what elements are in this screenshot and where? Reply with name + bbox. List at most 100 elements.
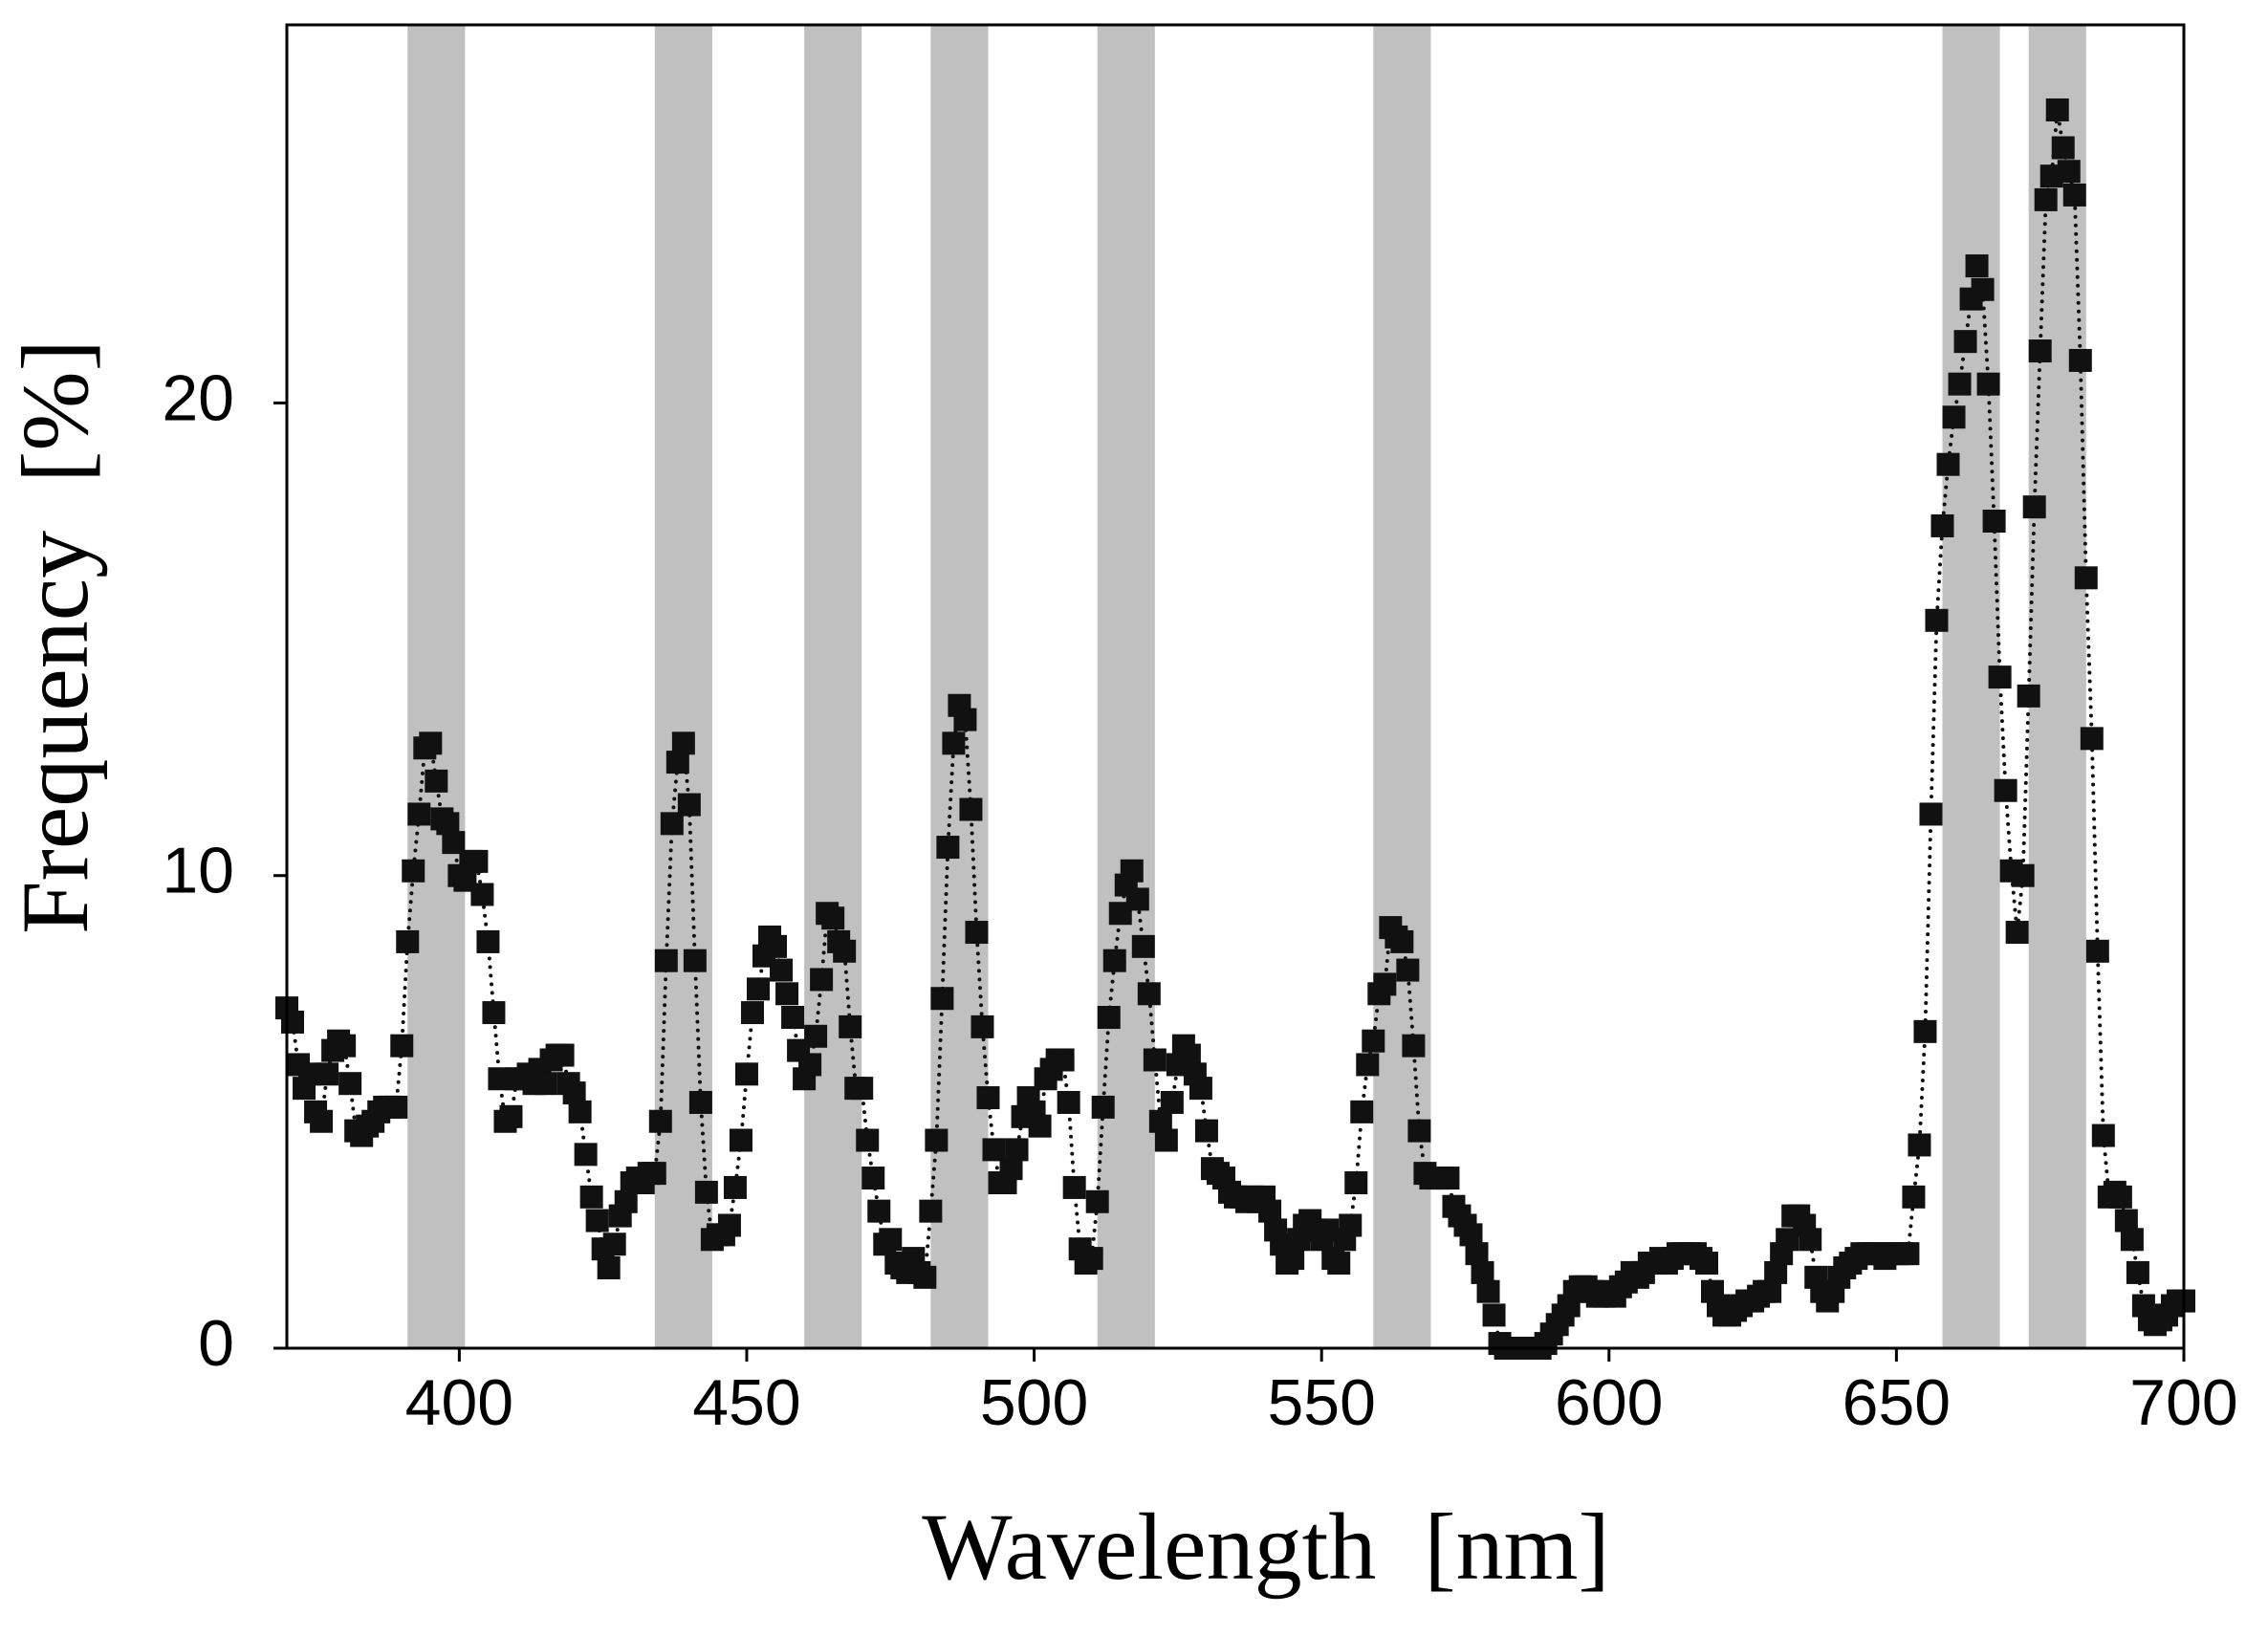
data-point (1028, 1114, 1052, 1138)
data-point (654, 949, 678, 972)
data-point (579, 1185, 603, 1209)
data-point (2028, 339, 2052, 363)
data-point (740, 1001, 764, 1025)
data-point (1137, 982, 1161, 1006)
data-point (1350, 1100, 1374, 1123)
data-point (2022, 495, 2046, 519)
data-point (970, 1014, 994, 1038)
data-point (839, 1014, 862, 1038)
data-point (746, 977, 770, 1001)
data-point (976, 1086, 1000, 1110)
data-point (1085, 1189, 1109, 1213)
plot-frame (285, 23, 2186, 1350)
x-tick-label: 650 (1843, 1366, 1951, 1439)
data-point (850, 1077, 874, 1101)
data-point (861, 1167, 885, 1190)
data-point (1189, 1077, 1212, 1101)
data-point (1062, 1175, 1086, 1199)
data-point (333, 1034, 357, 1058)
data-point (913, 1265, 937, 1289)
data-point (1373, 972, 1397, 996)
data-point (499, 1104, 523, 1128)
data-point (585, 1209, 609, 1232)
data-point (2011, 863, 2035, 887)
data-point (764, 934, 788, 958)
data-point (1965, 254, 1989, 278)
data-point (1982, 510, 2006, 533)
data-point (1930, 513, 1954, 537)
highlight-band (1373, 25, 1431, 1348)
data-point (1339, 1213, 1363, 1237)
data-point (930, 987, 954, 1011)
data-point (465, 849, 489, 873)
x-tick-label: 450 (692, 1366, 800, 1439)
data-point (470, 883, 494, 906)
data-point (1005, 1138, 1029, 1162)
data-point (419, 731, 443, 755)
y-tick-label: 0 (198, 1307, 234, 1380)
data-point (1436, 1167, 1460, 1190)
data-point (643, 1162, 666, 1186)
data-point (1908, 1133, 1931, 1157)
data-point (729, 1128, 752, 1152)
data-point (1896, 1242, 1920, 1266)
data-point (781, 1006, 805, 1029)
x-tick-label: 700 (2129, 1366, 2237, 1439)
data-point (833, 939, 857, 963)
data-point (1482, 1303, 1506, 1327)
data-point (965, 921, 989, 945)
data-point (2091, 1123, 2115, 1147)
data-point (959, 797, 983, 821)
data-point (1079, 1247, 1103, 1271)
data-point (1902, 1185, 1926, 1209)
data-point (879, 1228, 903, 1252)
x-tick-label: 550 (1267, 1366, 1375, 1439)
data-point (1097, 1006, 1121, 1029)
data-point (338, 1072, 362, 1096)
data-point (1390, 929, 1414, 953)
dotted-line (285, 109, 2186, 1350)
data-point (396, 929, 420, 953)
data-point (407, 802, 431, 826)
data-point (1131, 934, 1155, 958)
data-point (770, 958, 794, 982)
data-point (2057, 160, 2081, 184)
data-point (568, 1100, 592, 1123)
data-point (476, 929, 500, 953)
data-point (384, 1095, 408, 1119)
data-point (936, 836, 960, 860)
data-point (1051, 1048, 1075, 1072)
data-point (2126, 1260, 2149, 1284)
data-point (1919, 802, 1943, 826)
highlight-band (407, 25, 466, 1348)
data-point (1057, 1090, 1080, 1114)
data-point (1102, 949, 1126, 972)
highlight-band (1097, 25, 1155, 1348)
data-point (2085, 939, 2109, 963)
data-point (1327, 1252, 1351, 1276)
x-tick-label: 600 (1555, 1366, 1663, 1439)
data-point (734, 1062, 758, 1086)
data-point (856, 1128, 880, 1152)
data-point (402, 859, 425, 883)
data-point (2074, 566, 2098, 590)
data-point (1694, 1252, 1718, 1276)
data-point (694, 1180, 718, 1204)
x-tick-label: 400 (405, 1366, 513, 1439)
data-point (1948, 372, 1972, 396)
data-point (551, 1043, 575, 1067)
data-point (1913, 1019, 1937, 1043)
highlight-band (804, 25, 862, 1348)
data-point (1160, 1090, 1184, 1114)
data-point (2045, 98, 2069, 121)
data-point (2034, 187, 2058, 211)
data-point (1971, 277, 1995, 301)
data-point (953, 708, 977, 731)
data-point (688, 1090, 712, 1114)
data-point (2120, 1228, 2144, 1252)
data-point (281, 1010, 305, 1034)
data-point (810, 968, 834, 992)
x-tick-label: 500 (980, 1366, 1088, 1439)
data-point (2068, 348, 2092, 372)
